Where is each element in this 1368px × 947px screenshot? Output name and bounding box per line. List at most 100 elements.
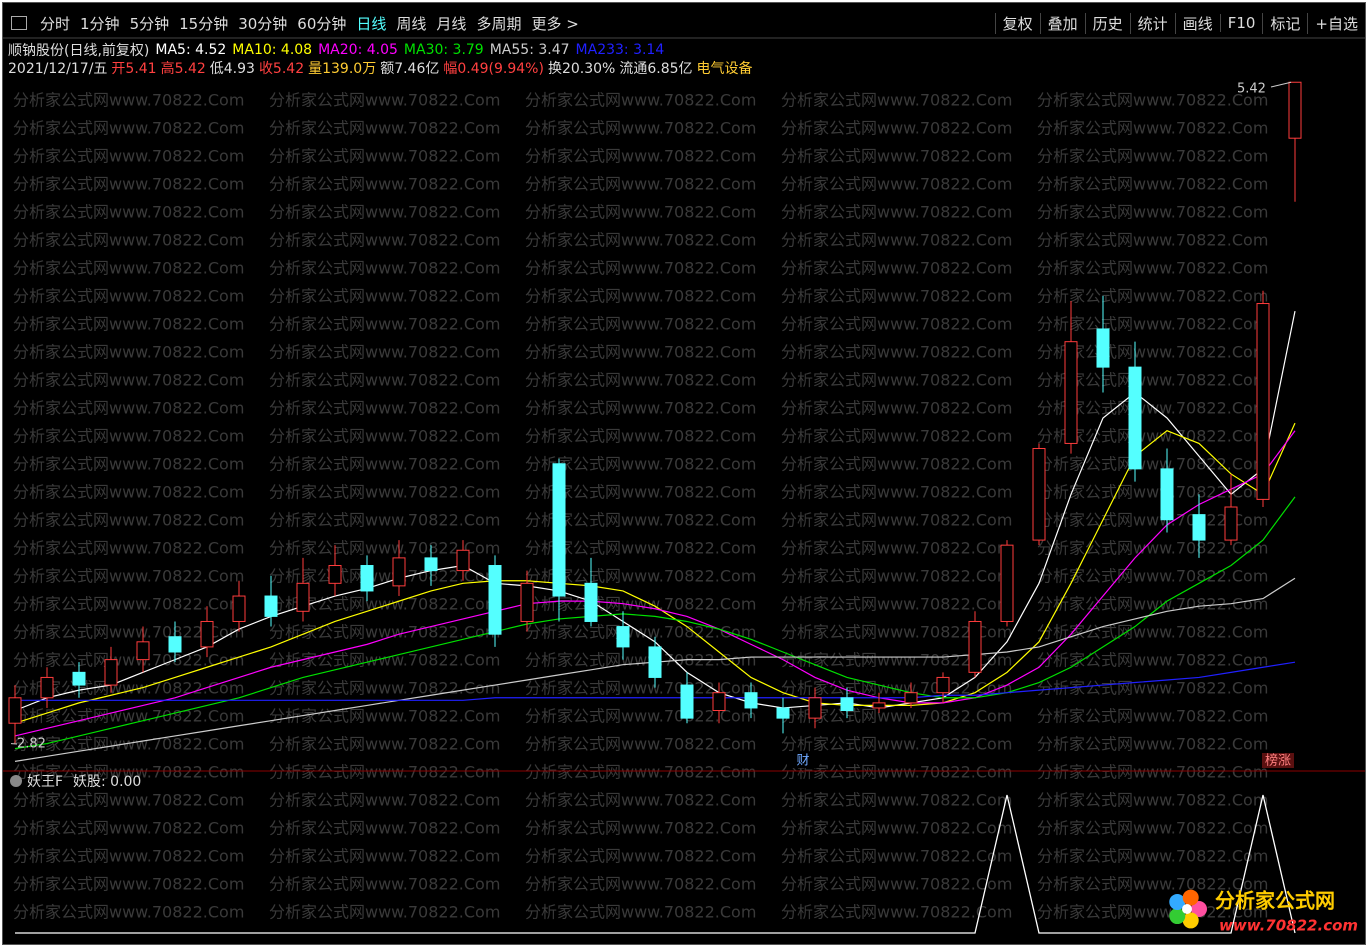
tool-button[interactable]: 复权	[994, 12, 1040, 34]
quote-field: 2021/12/17/五	[8, 61, 108, 77]
watermark: 分析家公式网www.70822.Com	[269, 287, 500, 306]
watermark: 分析家公式网www.70822.Com	[13, 735, 244, 754]
tool-button[interactable]: 历史	[1084, 12, 1130, 34]
watermark: 分析家公式网www.70822.Com	[525, 371, 756, 390]
candle-body	[712, 692, 726, 711]
max-arrow	[1270, 81, 1292, 88]
watermark: 分析家公式网www.70822.Com	[781, 343, 1012, 362]
watermark: 分析家公式网www.70822.Com	[1037, 735, 1268, 754]
watermark: 分析家公式网www.70822.Com	[1037, 231, 1268, 250]
watermark: 分析家公式网www.70822.Com	[269, 147, 500, 166]
quote-field: 换20.30%	[547, 61, 616, 77]
watermark: 分析家公式网www.70822.Com	[525, 763, 756, 782]
period-tab[interactable]: 更多 >	[531, 14, 579, 33]
candle-body	[72, 671, 86, 686]
period-tab[interactable]: 30分钟	[238, 14, 288, 33]
watermark: 分析家公式网www.70822.Com	[525, 623, 756, 642]
watermark: 分析家公式网www.70822.Com	[1037, 371, 1268, 390]
watermark: 分析家公式网www.70822.Com	[525, 875, 756, 894]
watermark: 分析家公式网www.70822.Com	[269, 399, 500, 418]
candle-body	[296, 582, 310, 612]
background	[3, 3, 1365, 944]
logo-petal	[1169, 908, 1186, 925]
candle-body	[648, 646, 662, 678]
watermark: 分析家公式网www.70822.Com	[781, 511, 1012, 530]
logo-url: www.70822.com	[1219, 917, 1358, 935]
candle-body	[1160, 468, 1174, 521]
candle-body	[328, 565, 342, 584]
watermark: 分析家公式网www.70822.Com	[269, 259, 500, 278]
candle-body	[200, 620, 214, 648]
watermark: 分析家公式网www.70822.Com	[1037, 203, 1268, 222]
watermark: 分析家公式网www.70822.Com	[269, 343, 500, 362]
watermark: 分析家公式网www.70822.Com	[781, 847, 1012, 866]
watermark: 分析家公式网www.70822.Com	[525, 567, 756, 586]
ma-legend: MA233: 3.14	[575, 42, 665, 58]
watermark: 分析家公式网www.70822.Com	[1037, 567, 1268, 586]
watermark: 分析家公式网www.70822.Com	[525, 847, 756, 866]
logo-petal	[1182, 912, 1199, 929]
event-marker: 榜涨	[1265, 753, 1291, 769]
watermark: 分析家公式网www.70822.Com	[13, 343, 244, 362]
watermark: 分析家公式网www.70822.Com	[13, 623, 244, 642]
candle-body	[776, 707, 790, 719]
watermark: 分析家公式网www.70822.Com	[1037, 707, 1268, 726]
quote-field: 电气设备	[696, 61, 753, 77]
tool-button[interactable]: 统计	[1129, 12, 1175, 34]
watermark: 分析家公式网www.70822.Com	[269, 427, 500, 446]
tool-button[interactable]: 标记	[1262, 12, 1307, 34]
watermark: 分析家公式网www.70822.Com	[781, 903, 1012, 922]
watermark: 分析家公式网www.70822.Com	[1037, 119, 1268, 138]
event-marker-box	[787, 753, 819, 768]
tool-button[interactable]: 叠加	[1039, 12, 1085, 34]
period-tab[interactable]: 5分钟	[129, 14, 170, 33]
period-tab[interactable]: 多周期	[476, 14, 522, 33]
watermark: 分析家公式网www.70822.Com	[1037, 343, 1268, 362]
watermark: 分析家公式网www.70822.Com	[1037, 763, 1268, 782]
watermark: 分析家公式网www.70822.Com	[1037, 455, 1268, 474]
watermark: 分析家公式网www.70822.Com	[525, 483, 756, 502]
period-tab[interactable]: 分时	[40, 14, 71, 33]
watermark: 分析家公式网www.70822.Com	[269, 875, 500, 894]
candle-body	[1128, 366, 1142, 470]
tool-button[interactable]: 画线	[1174, 12, 1220, 34]
watermark: 分析家公式网www.70822.Com	[525, 511, 756, 530]
watermark: 分析家公式网www.70822.Com	[525, 651, 756, 670]
watermark: 分析家公式网www.70822.Com	[1037, 847, 1268, 866]
ma-legend: MA10: 4.08	[232, 42, 313, 58]
period-tab[interactable]: 60分钟	[297, 14, 347, 33]
watermark: 分析家公式网www.70822.Com	[781, 651, 1012, 670]
period-tab[interactable]: 周线	[396, 14, 427, 33]
period-tab[interactable]: 日线	[356, 14, 387, 33]
period-tab[interactable]: 15分钟	[179, 14, 229, 33]
logo: 分析家公式网 www.70822.com	[1169, 889, 1358, 935]
watermark: 分析家公式网www.70822.Com	[13, 595, 244, 614]
watermark: 分析家公式网www.70822.Com	[269, 455, 500, 474]
watermark: 分析家公式网www.70822.Com	[781, 595, 1012, 614]
period-tab[interactable]: 月线	[436, 14, 467, 33]
panel-icon[interactable]	[11, 16, 27, 30]
watermark: 分析家公式网www.70822.Com	[269, 175, 500, 194]
watermark: 分析家公式网www.70822.Com	[13, 455, 244, 474]
quote-field: 开5.41	[111, 61, 157, 77]
watermark: 分析家公式网www.70822.Com	[1037, 287, 1268, 306]
tool-button[interactable]: +自选	[1307, 12, 1365, 34]
watermark: 分析家公式网www.70822.Com	[269, 539, 500, 558]
watermark: 分析家公式网www.70822.Com	[13, 231, 244, 250]
watermark: 分析家公式网www.70822.Com	[1037, 399, 1268, 418]
watermark: 分析家公式网www.70822.Com	[269, 623, 500, 642]
watermark: 分析家公式网www.70822.Com	[781, 455, 1012, 474]
watermark: 分析家公式网www.70822.Com	[269, 315, 500, 334]
logo-center	[1182, 904, 1192, 914]
period-tab[interactable]: 1分钟	[80, 14, 120, 33]
candle-body	[40, 676, 54, 699]
watermark: 分析家公式网www.70822.Com	[269, 371, 500, 390]
watermark: 分析家公式网www.70822.Com	[1037, 539, 1268, 558]
watermark: 分析家公式网www.70822.Com	[269, 847, 500, 866]
candle-body	[584, 582, 598, 622]
tool-button[interactable]: F10	[1219, 14, 1263, 32]
watermark: 分析家公式网www.70822.Com	[781, 735, 1012, 754]
indicator-line	[15, 794, 1296, 934]
watermark: 分析家公式网www.70822.Com	[1037, 483, 1268, 502]
